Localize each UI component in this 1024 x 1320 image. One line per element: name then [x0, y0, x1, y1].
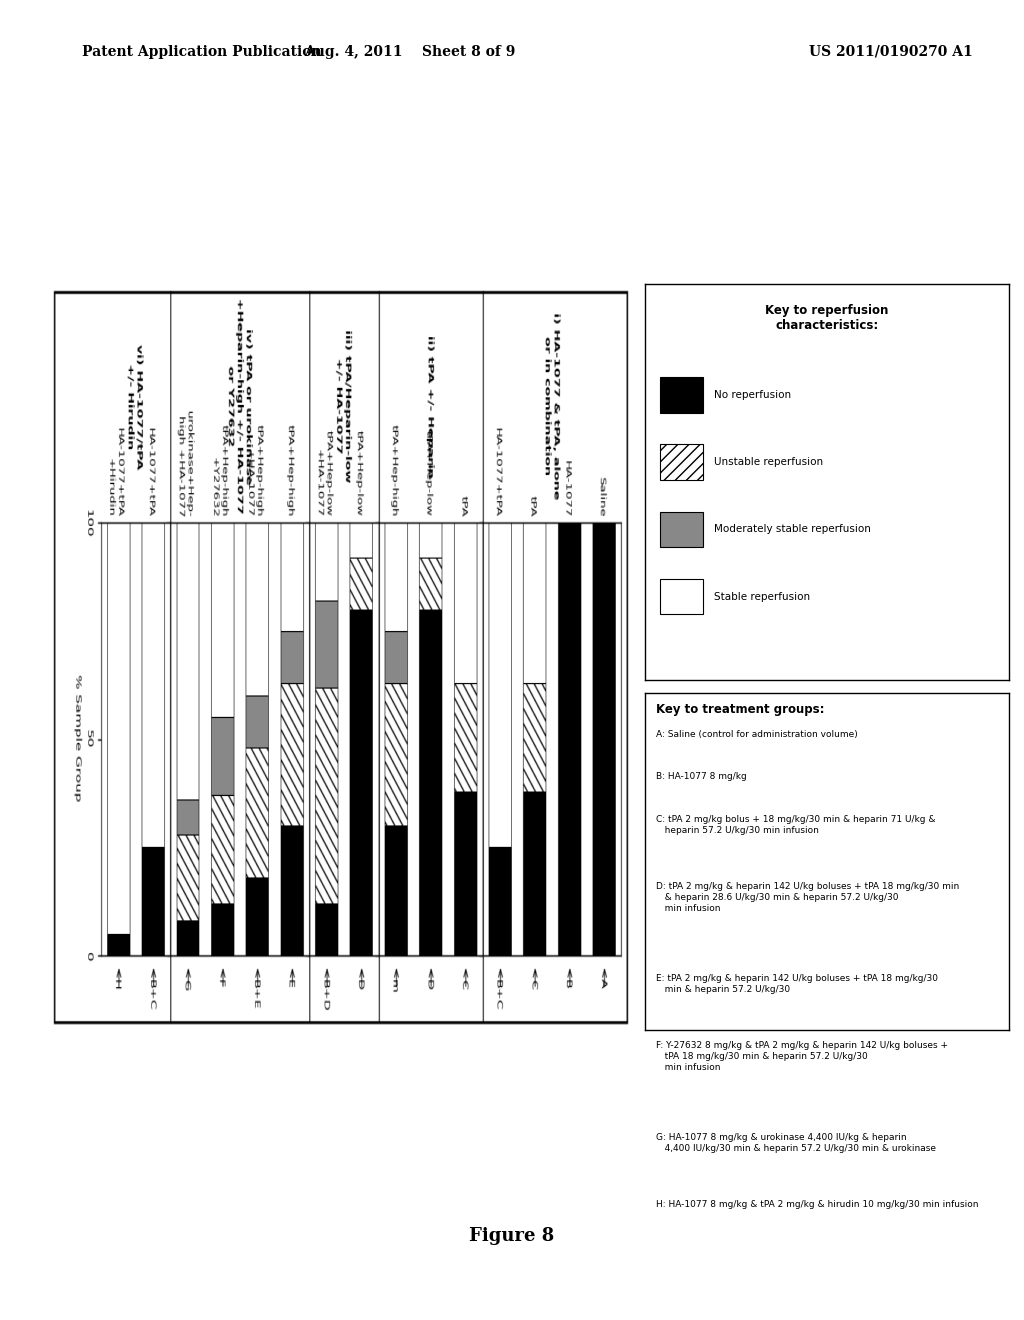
Text: D: tPA 2 mg/kg & heparin 142 U/kg boluses + tPA 18 mg/kg/30 min
   & heparin 28.: D: tPA 2 mg/kg & heparin 142 U/kg boluse… [656, 882, 959, 913]
Text: Unstable reperfusion: Unstable reperfusion [714, 457, 823, 467]
Bar [659, 445, 703, 480]
Text: Key to treatment groups:: Key to treatment groups: [656, 704, 824, 715]
Text: H: HA-1077 8 mg/kg & tPA 2 mg/kg & hirudin 10 mg/kg/30 min infusion: H: HA-1077 8 mg/kg & tPA 2 mg/kg & hirud… [656, 1200, 979, 1209]
Bar [659, 378, 703, 413]
Text: Aug. 4, 2011    Sheet 8 of 9: Aug. 4, 2011 Sheet 8 of 9 [304, 45, 515, 59]
Text: No reperfusion: No reperfusion [714, 389, 792, 400]
Text: A: Saline (control for administration volume): A: Saline (control for administration vo… [656, 730, 858, 739]
Text: G: HA-1077 8 mg/kg & urokinase 4,400 IU/kg & heparin
   4,400 IU/kg/30 min & hep: G: HA-1077 8 mg/kg & urokinase 4,400 IU/… [656, 1133, 936, 1154]
Text: F: Y-27632 8 mg/kg & tPA 2 mg/kg & heparin 142 U/kg boluses +
   tPA 18 mg/kg/30: F: Y-27632 8 mg/kg & tPA 2 mg/kg & hepar… [656, 1041, 948, 1072]
Text: C: tPA 2 mg/kg bolus + 18 mg/kg/30 min & heparin 71 U/kg &
   heparin 57.2 U/kg/: C: tPA 2 mg/kg bolus + 18 mg/kg/30 min &… [656, 814, 936, 836]
Text: B: HA-1077 8 mg/kg: B: HA-1077 8 mg/kg [656, 772, 746, 781]
Text: Key to reperfusion
characteristics:: Key to reperfusion characteristics: [765, 304, 889, 331]
Text: Figure 8: Figure 8 [469, 1226, 555, 1245]
Text: E: tPA 2 mg/kg & heparin 142 U/kg boluses + tPA 18 mg/kg/30
   min & heparin 57.: E: tPA 2 mg/kg & heparin 142 U/kg boluse… [656, 974, 938, 994]
Bar [659, 578, 703, 615]
Text: Stable reperfusion: Stable reperfusion [714, 591, 810, 602]
Text: US 2011/0190270 A1: US 2011/0190270 A1 [809, 45, 973, 59]
Bar [659, 512, 703, 548]
Text: Patent Application Publication: Patent Application Publication [82, 45, 322, 59]
Text: Moderately stable reperfusion: Moderately stable reperfusion [714, 524, 871, 535]
